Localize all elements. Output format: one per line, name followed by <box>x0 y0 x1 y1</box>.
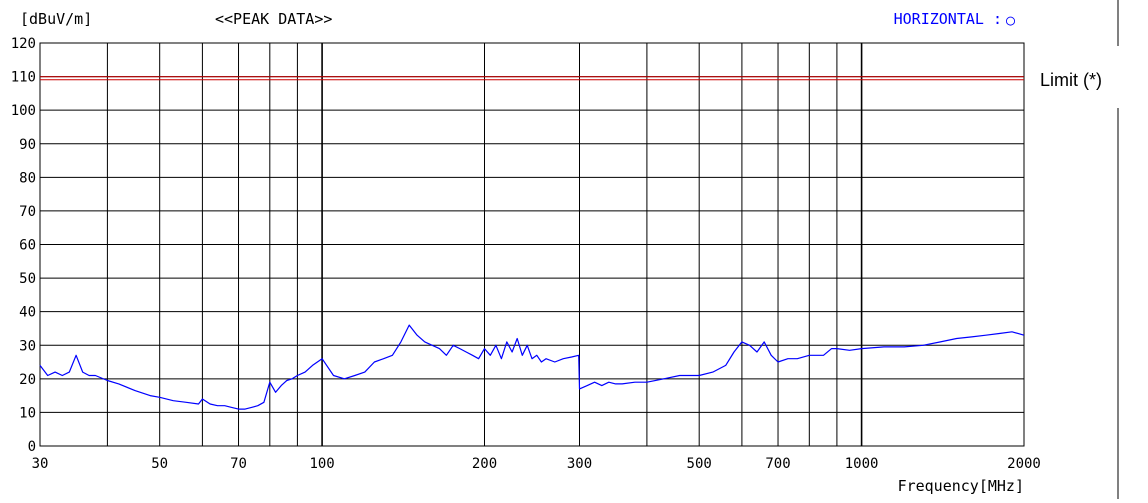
y-tick-label: 10 <box>19 405 36 421</box>
x-tick-label: 500 <box>687 456 712 472</box>
trace-line <box>39 324 1025 410</box>
y-tick-label: 60 <box>19 238 36 254</box>
y-tick-label: 70 <box>19 204 36 220</box>
y-tick-label: 90 <box>19 137 36 153</box>
y-tick-label: 110 <box>11 70 36 86</box>
y-tick-label: 50 <box>19 271 36 287</box>
x-tick-label: 200 <box>472 456 497 472</box>
y-tick-label: 120 <box>11 36 36 52</box>
x-tick-label: 70 <box>230 456 247 472</box>
limit-line-group <box>40 76 1024 81</box>
x-tick-label: 300 <box>567 456 592 472</box>
y-tick-label: 40 <box>19 305 36 321</box>
y-tick-label: 30 <box>19 338 36 354</box>
trace-group <box>39 324 1025 410</box>
polarization-marker-icon: ○ <box>1006 11 1015 29</box>
axis-ticks: 0 10 20 30 40 50 60 70 80 90 100 110 120 30 50 70 100 200… <box>11 36 1041 472</box>
y-unit-label: [dBuV/m] <box>20 10 92 28</box>
x-tick-label: 1000 <box>845 456 879 472</box>
y-tick-label: 100 <box>11 103 36 119</box>
y-tick-label: 0 <box>28 439 36 455</box>
y-tick-label: 80 <box>19 170 36 186</box>
x-tick-label: 30 <box>32 456 49 472</box>
x-tick-label: 2000 <box>1007 456 1041 472</box>
polarization-label: HORIZONTAL : <box>894 10 1002 28</box>
x-tick-label: 100 <box>309 456 334 472</box>
y-tick-label: 20 <box>19 372 36 388</box>
x-tick-label: 50 <box>151 456 168 472</box>
x-tick-label: 700 <box>765 456 790 472</box>
mode-label: <<PEAK DATA>> <box>215 10 332 28</box>
x-axis-label: Frequency[MHz] <box>898 477 1024 495</box>
limit-side-label: Limit (*) <box>1040 70 1102 90</box>
grid <box>39 42 1025 447</box>
